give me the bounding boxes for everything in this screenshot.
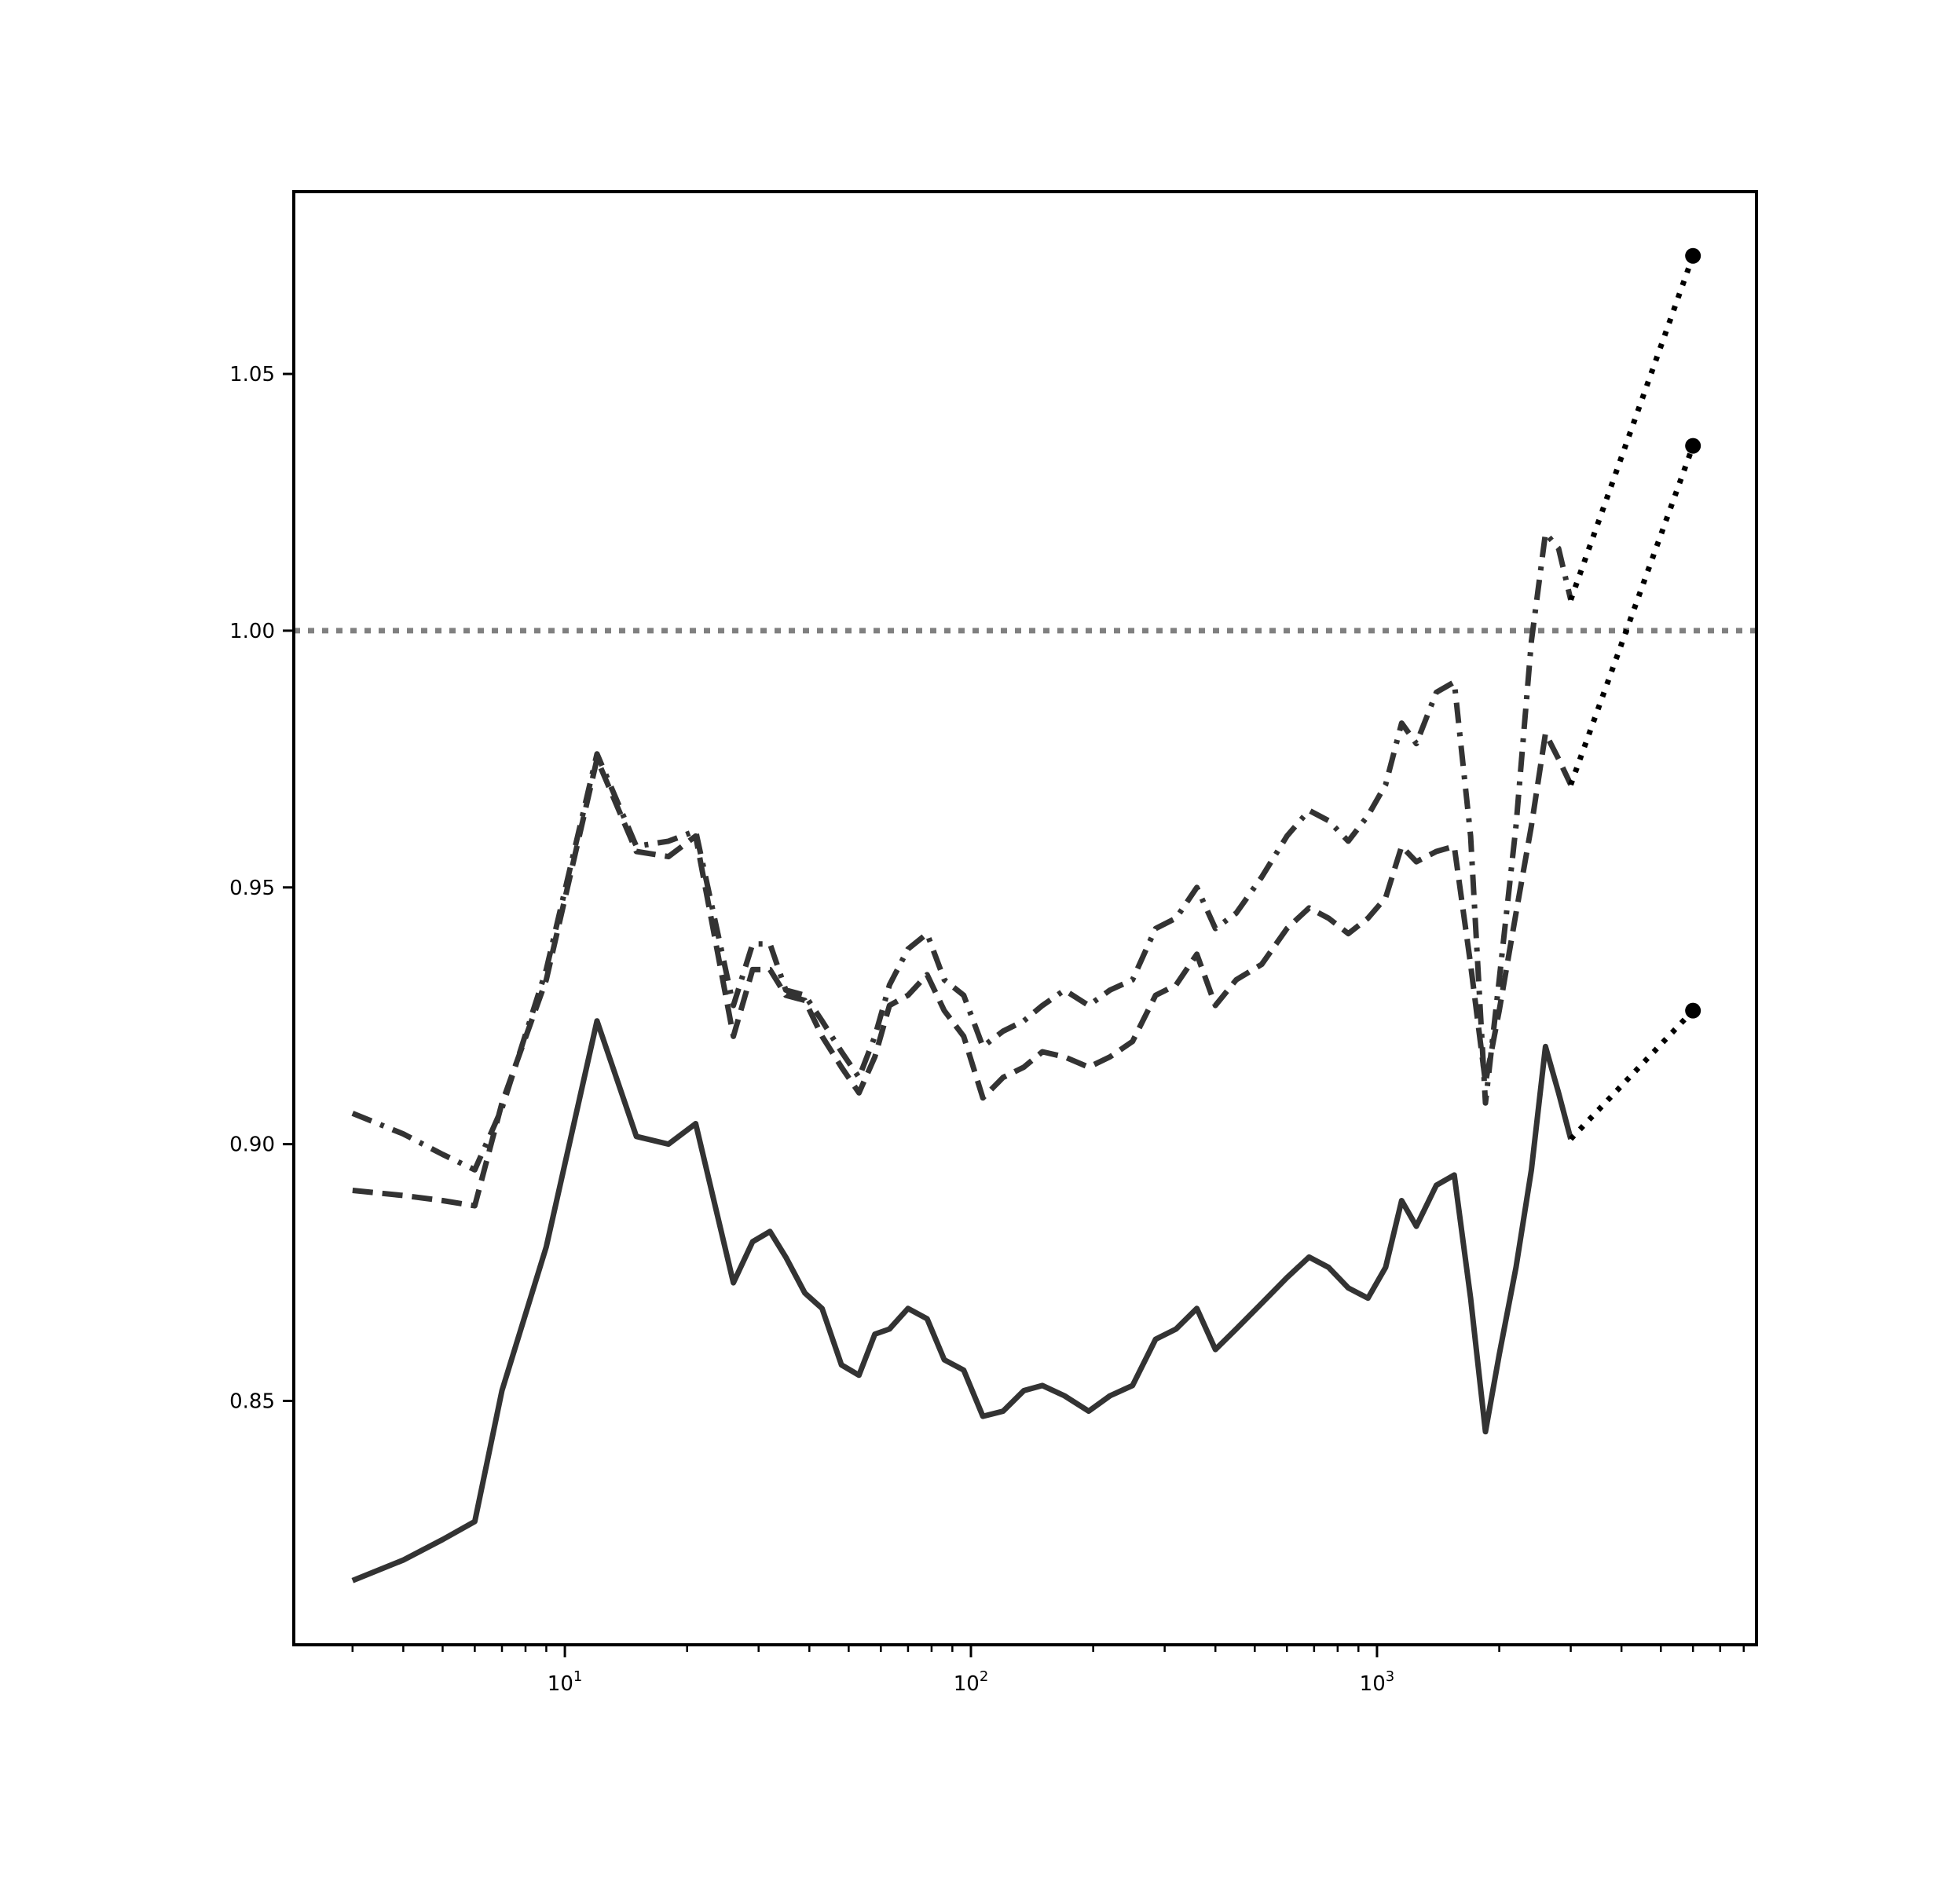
y-tick-label: 0.95: [229, 877, 275, 900]
y-tick-label: 0.85: [229, 1390, 275, 1413]
x-tick-label: 103: [1360, 1668, 1395, 1696]
y-tick-label: 0.90: [229, 1133, 275, 1157]
x-tick-label: 101: [548, 1668, 583, 1696]
axes: 0.85 0.90 0.95 1.00 1.05 101 102 103: [229, 190, 1758, 1696]
plot-frame: [292, 190, 1758, 1646]
projection-marker-3: [1685, 247, 1701, 264]
projection-line-2: [1568, 445, 1696, 786]
y-tick-label: 1.00: [229, 620, 275, 643]
x-tick-label: 102: [954, 1668, 989, 1696]
plot-area: [294, 247, 1756, 1584]
series-line-solid: [351, 1018, 1573, 1584]
series-line-dashed: [352, 730, 1573, 1209]
projection-line-3: [1568, 254, 1696, 601]
projection-line-1: [1569, 1009, 1695, 1141]
y-tick-label: 1.05: [229, 363, 275, 386]
projection-marker-1: [1685, 1002, 1701, 1019]
projection-marker-2: [1685, 438, 1701, 454]
